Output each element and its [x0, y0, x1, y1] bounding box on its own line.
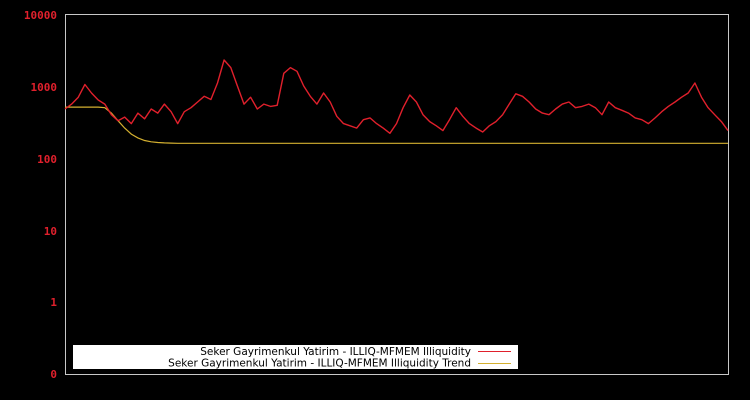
legend-label-trend: Seker Gayrimenkul Yatirim - ILLIQ-MFMEM … [168, 358, 471, 370]
y-tick-label: 0 [50, 368, 57, 381]
y-tick-label: 10 [44, 225, 57, 238]
legend-box [73, 345, 518, 369]
legend: Seker Gayrimenkul Yatirim - ILLIQ-MFMEM … [73, 345, 518, 370]
illiquidity-line [64, 59, 729, 135]
illiquidity-trend-line [65, 106, 728, 144]
y-tick-label: 1000 [31, 81, 58, 94]
legend-label-illiquidity: Seker Gayrimenkul Yatirim - ILLIQ-MFMEM … [200, 346, 471, 358]
y-tick-label: 10000 [24, 9, 57, 22]
y-tick-label: 100 [37, 153, 57, 166]
y-tick-label: 1 [50, 296, 57, 309]
plot-area-frame [65, 14, 729, 375]
y-axis-ticks: 10000 1000 100 10 1 0 [24, 9, 58, 381]
